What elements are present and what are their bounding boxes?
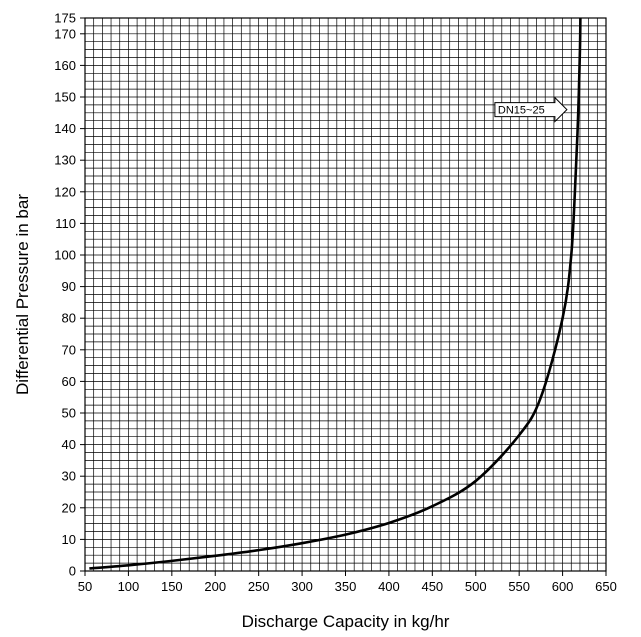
annotation-layer: DN15~25 [494, 96, 568, 123]
curve-layer [89, 17, 582, 570]
y-tick-label: 20 [62, 500, 76, 515]
y-tick-label: 80 [62, 311, 76, 326]
annotation-label: DN15~25 [498, 105, 545, 117]
x-tick-label: 600 [552, 579, 574, 594]
x-tick-labels: 50 100 150 200 250 300 350 400 450 500 550 600 650 [78, 579, 617, 594]
y-tick-label: 10 [62, 532, 76, 547]
y-tick-label: 170 [54, 26, 76, 41]
y-tick-label: 40 [62, 437, 76, 452]
y-tick-label: 140 [54, 121, 76, 136]
x-tick-label: 50 [78, 579, 92, 594]
x-tick-label: 100 [118, 579, 140, 594]
y-tick-label: 160 [54, 58, 76, 73]
y-tick-label: 130 [54, 153, 76, 168]
y-tick-label: 90 [62, 279, 76, 294]
y-tick-label: 60 [62, 374, 76, 389]
y-tick-label: 175 [54, 11, 76, 26]
x-tick-label: 200 [204, 579, 226, 594]
y-tick-label: 100 [54, 248, 76, 263]
x-tick-label: 500 [465, 579, 487, 594]
y-tick-label: 30 [62, 469, 76, 484]
y-tick-label: 120 [54, 184, 76, 199]
y-tick-labels: 0 10 20 30 40 50 60 70 80 90 100 110 120 130 140 150 160… [54, 11, 76, 579]
y-tick-label: 70 [62, 342, 76, 357]
series-line [89, 17, 582, 570]
x-tick-label: 300 [291, 579, 313, 594]
y-axis-title: Differential Pressure in bar [13, 194, 32, 395]
grid [84, 17, 607, 572]
y-tick-label: 0 [69, 564, 76, 579]
annotation-arrow [494, 96, 568, 123]
x-axis-title: Discharge Capacity in kg/hr [242, 612, 450, 631]
x-tick-label: 350 [335, 579, 357, 594]
y-tick-label: 110 [55, 216, 76, 231]
x-tick-label: 150 [161, 579, 183, 594]
plot-frame [80, 17, 607, 576]
y-tick-label: 150 [54, 90, 76, 105]
x-tick-label: 250 [248, 579, 270, 594]
x-tick-label: 450 [421, 579, 443, 594]
y-tick-label: 50 [62, 406, 76, 421]
x-tick-label: 400 [378, 579, 400, 594]
x-tick-label: 650 [595, 579, 617, 594]
x-tick-label: 550 [508, 579, 530, 594]
